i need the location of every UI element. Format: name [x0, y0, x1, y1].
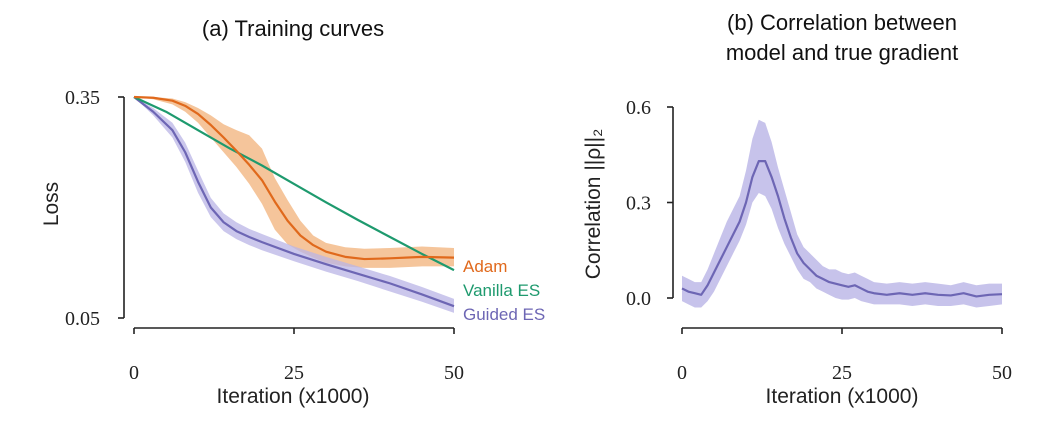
- series-line-guided-es: [133, 96, 455, 308]
- panel-b-title-line-2: model and true gradient: [726, 40, 958, 65]
- legend-label-vanilla-es: Vanilla ES: [463, 281, 540, 300]
- panel-b: (b) Correlation between model and true g…: [582, 10, 1012, 408]
- correlation-line: [681, 160, 1003, 298]
- panel-b-title-line-1: (b) Correlation between: [727, 10, 957, 35]
- panel-a-xlabel: Iteration (x1000): [217, 385, 370, 408]
- panel-b-bands: [682, 119, 1002, 308]
- panel-a: (a) Training curves Loss Iteration (x100…: [40, 16, 545, 408]
- panel-b-xtick-label: 0: [677, 362, 687, 384]
- panel-b-xticks: 0 25 50: [677, 328, 1012, 384]
- panel-b-ylabel: Correlation ||ρ||₂: [582, 129, 605, 279]
- panel-a-xtick-label: 0: [129, 362, 139, 384]
- panel-a-ytick-label: 0.35: [65, 87, 100, 109]
- panel-a-ytick-label: 0.05: [65, 308, 100, 330]
- panel-a-legend: Adam Vanilla ES Guided ES: [463, 257, 545, 324]
- series-band-adam: [134, 97, 454, 268]
- panel-a-yticks: 0.05 0.35: [65, 87, 124, 330]
- correlation-band: [682, 119, 1002, 308]
- panel-a-xtick-label: 50: [444, 362, 464, 384]
- panel-b-yticks: 0.0 0.3 0.6: [626, 97, 673, 310]
- panel-a-xtick-label: 25: [284, 362, 304, 384]
- panel-b-xlabel: Iteration (x1000): [766, 385, 919, 408]
- legend-label-adam: Adam: [463, 257, 507, 276]
- series-line-vanilla-es: [133, 96, 455, 272]
- panel-b-lines: [681, 160, 1003, 298]
- panel-b-ytick-label: 0.3: [626, 193, 651, 215]
- series-line-adam: [133, 95, 455, 261]
- panel-b-ytick-label: 0.6: [626, 97, 651, 119]
- panel-a-title: (a) Training curves: [202, 16, 384, 41]
- panel-a-xticks: 0 25 50: [129, 328, 464, 384]
- panel-a-lines: [133, 95, 455, 308]
- panel-a-ylabel: Loss: [40, 182, 63, 226]
- series-band-guided-es: [134, 97, 454, 313]
- panel-b-xtick-label: 50: [992, 362, 1012, 384]
- panel-b-xtick-label: 25: [832, 362, 852, 384]
- legend-label-guided-es: Guided ES: [463, 305, 545, 324]
- panel-a-bands: [134, 97, 454, 313]
- panel-b-ytick-label: 0.0: [626, 288, 651, 310]
